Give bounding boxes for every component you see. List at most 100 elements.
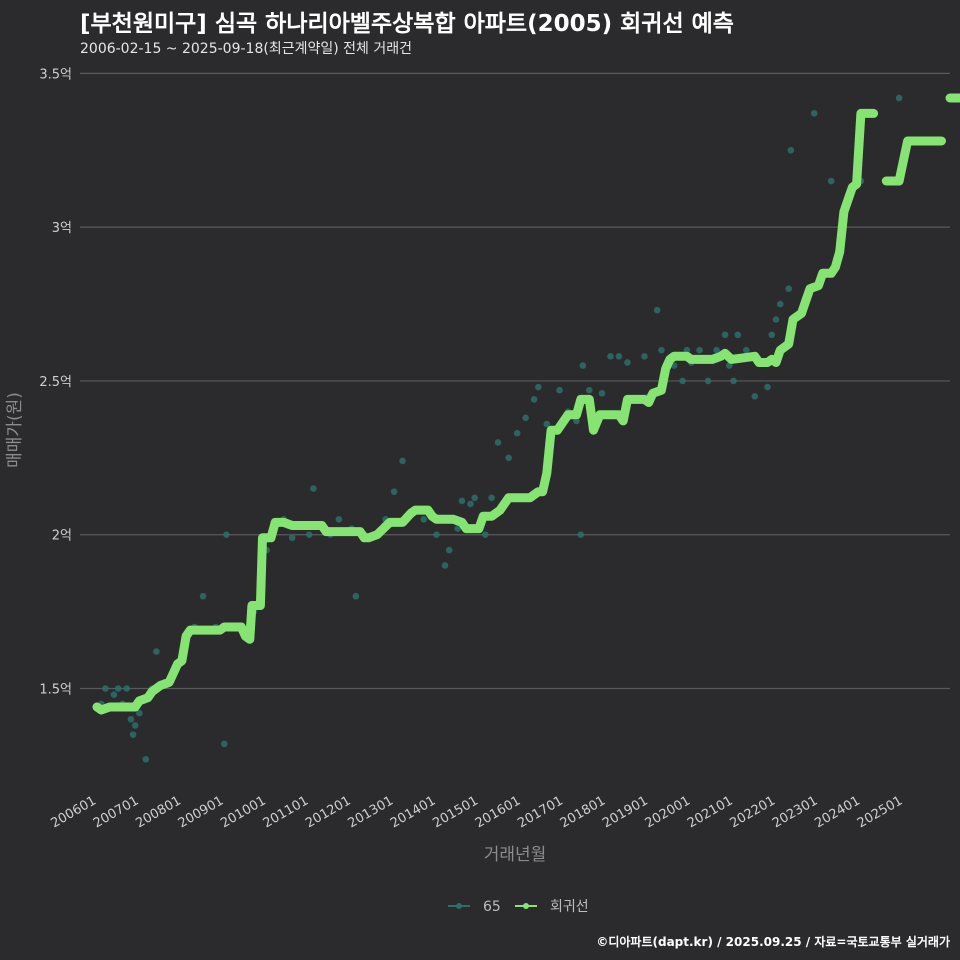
data-point-54 xyxy=(488,494,495,502)
legend-item-regression: 회귀선 xyxy=(515,899,589,915)
chart-title: [부천원미구] 심곡 하나리아벨주상복합 아파트(2005) 회귀선 예측 xyxy=(80,11,734,37)
x-tick-label-19: 202501 xyxy=(855,793,905,831)
legend-regression-label: 회귀선 xyxy=(550,899,589,915)
data-point-90 xyxy=(768,331,776,339)
data-point-67 xyxy=(585,386,593,394)
data-point-58 xyxy=(522,414,529,422)
data-point-44 xyxy=(420,516,428,523)
regression-line xyxy=(92,93,960,715)
data-point-83 xyxy=(721,331,729,339)
data-point-75 xyxy=(658,346,665,354)
data-point-11 xyxy=(142,755,150,763)
data-point-32 xyxy=(310,485,317,492)
data-point-81 xyxy=(704,377,712,385)
x-tick-label-13: 201901 xyxy=(600,793,650,831)
x-tick-label-2: 200801 xyxy=(133,793,183,831)
data-point-69 xyxy=(607,353,614,360)
x-tick-label-16: 202201 xyxy=(728,793,778,831)
x-tick-label-4: 201001 xyxy=(218,793,268,831)
data-point-55 xyxy=(494,439,502,446)
y-tick-label-0: 1.5억 xyxy=(39,683,72,698)
data-point-86 xyxy=(734,331,742,339)
x-axis-ticks: 2006012007012008012009012010012011012012… xyxy=(48,793,905,831)
data-point-29 xyxy=(288,534,296,542)
data-point-68 xyxy=(598,389,606,397)
data-point-47 xyxy=(445,546,453,554)
regression-segment-2 xyxy=(894,136,946,186)
x-tick-label-9: 201501 xyxy=(430,793,480,831)
y-axis-title: 매매가(원) xyxy=(5,392,25,468)
y-tick-label-1: 2억 xyxy=(52,529,72,544)
x-tick-label-8: 201401 xyxy=(388,793,438,831)
data-point-2 xyxy=(110,691,118,698)
data-point-19 xyxy=(199,592,207,600)
legend-item-points: 65 xyxy=(448,899,501,915)
data-point-66 xyxy=(579,362,587,369)
data-point-74 xyxy=(653,306,661,314)
legend-points-dot xyxy=(456,903,462,909)
x-tick-label-17: 202301 xyxy=(770,793,820,831)
x-tick-label-11: 201701 xyxy=(515,793,565,831)
data-point-51 xyxy=(471,494,478,502)
data-point-37 xyxy=(352,592,360,600)
data-point-98 xyxy=(895,94,903,102)
data-point-92 xyxy=(776,300,784,308)
x-tick-label-7: 201301 xyxy=(346,793,396,831)
y-tick-label-2: 2.5억 xyxy=(39,375,72,390)
data-point-59 xyxy=(530,396,538,403)
legend: 65 회귀선 xyxy=(448,899,589,915)
x-tick-label-5: 201101 xyxy=(261,793,311,831)
x-axis-title: 거래년월 xyxy=(484,845,547,865)
data-point-61 xyxy=(543,420,551,428)
data-point-77 xyxy=(679,377,686,385)
data-point-84 xyxy=(726,362,733,369)
x-tick-label-18: 202401 xyxy=(812,793,862,831)
data-point-21 xyxy=(220,740,228,748)
data-point-60 xyxy=(535,383,542,391)
data-point-96 xyxy=(827,177,835,185)
data-point-80 xyxy=(696,346,703,354)
data-point-5 xyxy=(123,685,130,692)
y-tick-label-4: 3.5억 xyxy=(39,67,72,82)
chart-subtitle: 2006-02-15 ~ 2025-09-18(최근계약일) 전체 거래건 xyxy=(80,41,412,57)
y-tick-label-3: 3억 xyxy=(52,221,72,236)
data-point-62 xyxy=(556,386,563,394)
data-point-22 xyxy=(223,531,230,539)
data-point-8 xyxy=(131,722,139,729)
y-axis-ticks: 1.5억 2억 2.5억 3억 3.5억 xyxy=(39,67,72,697)
data-point-95 xyxy=(810,110,818,117)
x-tick-label-3: 200901 xyxy=(176,793,226,831)
data-point-85 xyxy=(730,377,737,385)
data-point-45 xyxy=(433,531,440,539)
data-point-72 xyxy=(641,353,648,360)
x-tick-label-12: 201801 xyxy=(558,793,608,831)
data-point-88 xyxy=(751,393,759,400)
data-point-94 xyxy=(787,146,795,154)
x-tick-label-0: 200601 xyxy=(48,793,98,831)
x-tick-label-14: 202001 xyxy=(643,793,693,831)
data-point-65 xyxy=(577,531,585,539)
data-point-9 xyxy=(136,709,143,717)
data-point-71 xyxy=(624,359,631,366)
data-point-46 xyxy=(441,562,449,569)
data-point-3 xyxy=(114,685,122,692)
data-point-91 xyxy=(772,316,780,323)
data-point-50 xyxy=(467,500,474,508)
regression-segment-0 xyxy=(92,108,879,715)
data-point-56 xyxy=(505,454,512,462)
data-point-1 xyxy=(102,685,109,692)
source-credit: ©디아파트(dapt.kr) / 2025.09.25 / 자료=국토교통부 실… xyxy=(596,935,950,949)
x-tick-label-15: 202101 xyxy=(685,793,735,831)
data-point-57 xyxy=(513,429,521,437)
data-point-70 xyxy=(615,353,623,360)
data-point-89 xyxy=(764,383,771,391)
data-point-53 xyxy=(481,531,489,539)
data-point-13 xyxy=(153,648,160,655)
x-tick-label-1: 200701 xyxy=(91,793,141,831)
data-point-31 xyxy=(305,531,313,539)
data-point-42 xyxy=(399,457,406,465)
data-point-82 xyxy=(713,346,720,354)
data-point-48 xyxy=(454,525,462,532)
grid-lines xyxy=(80,72,950,690)
